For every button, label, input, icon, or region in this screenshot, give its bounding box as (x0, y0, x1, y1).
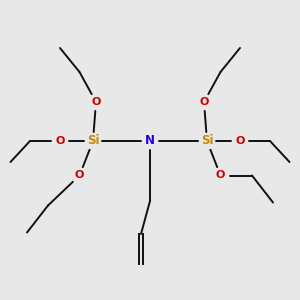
Text: O: O (216, 170, 225, 181)
Text: O: O (55, 136, 65, 146)
Text: O: O (199, 97, 209, 107)
Text: O: O (75, 170, 84, 181)
Text: Si: Si (87, 134, 99, 148)
Text: O: O (91, 97, 101, 107)
Text: N: N (145, 134, 155, 148)
Text: O: O (235, 136, 245, 146)
Text: Si: Si (201, 134, 213, 148)
